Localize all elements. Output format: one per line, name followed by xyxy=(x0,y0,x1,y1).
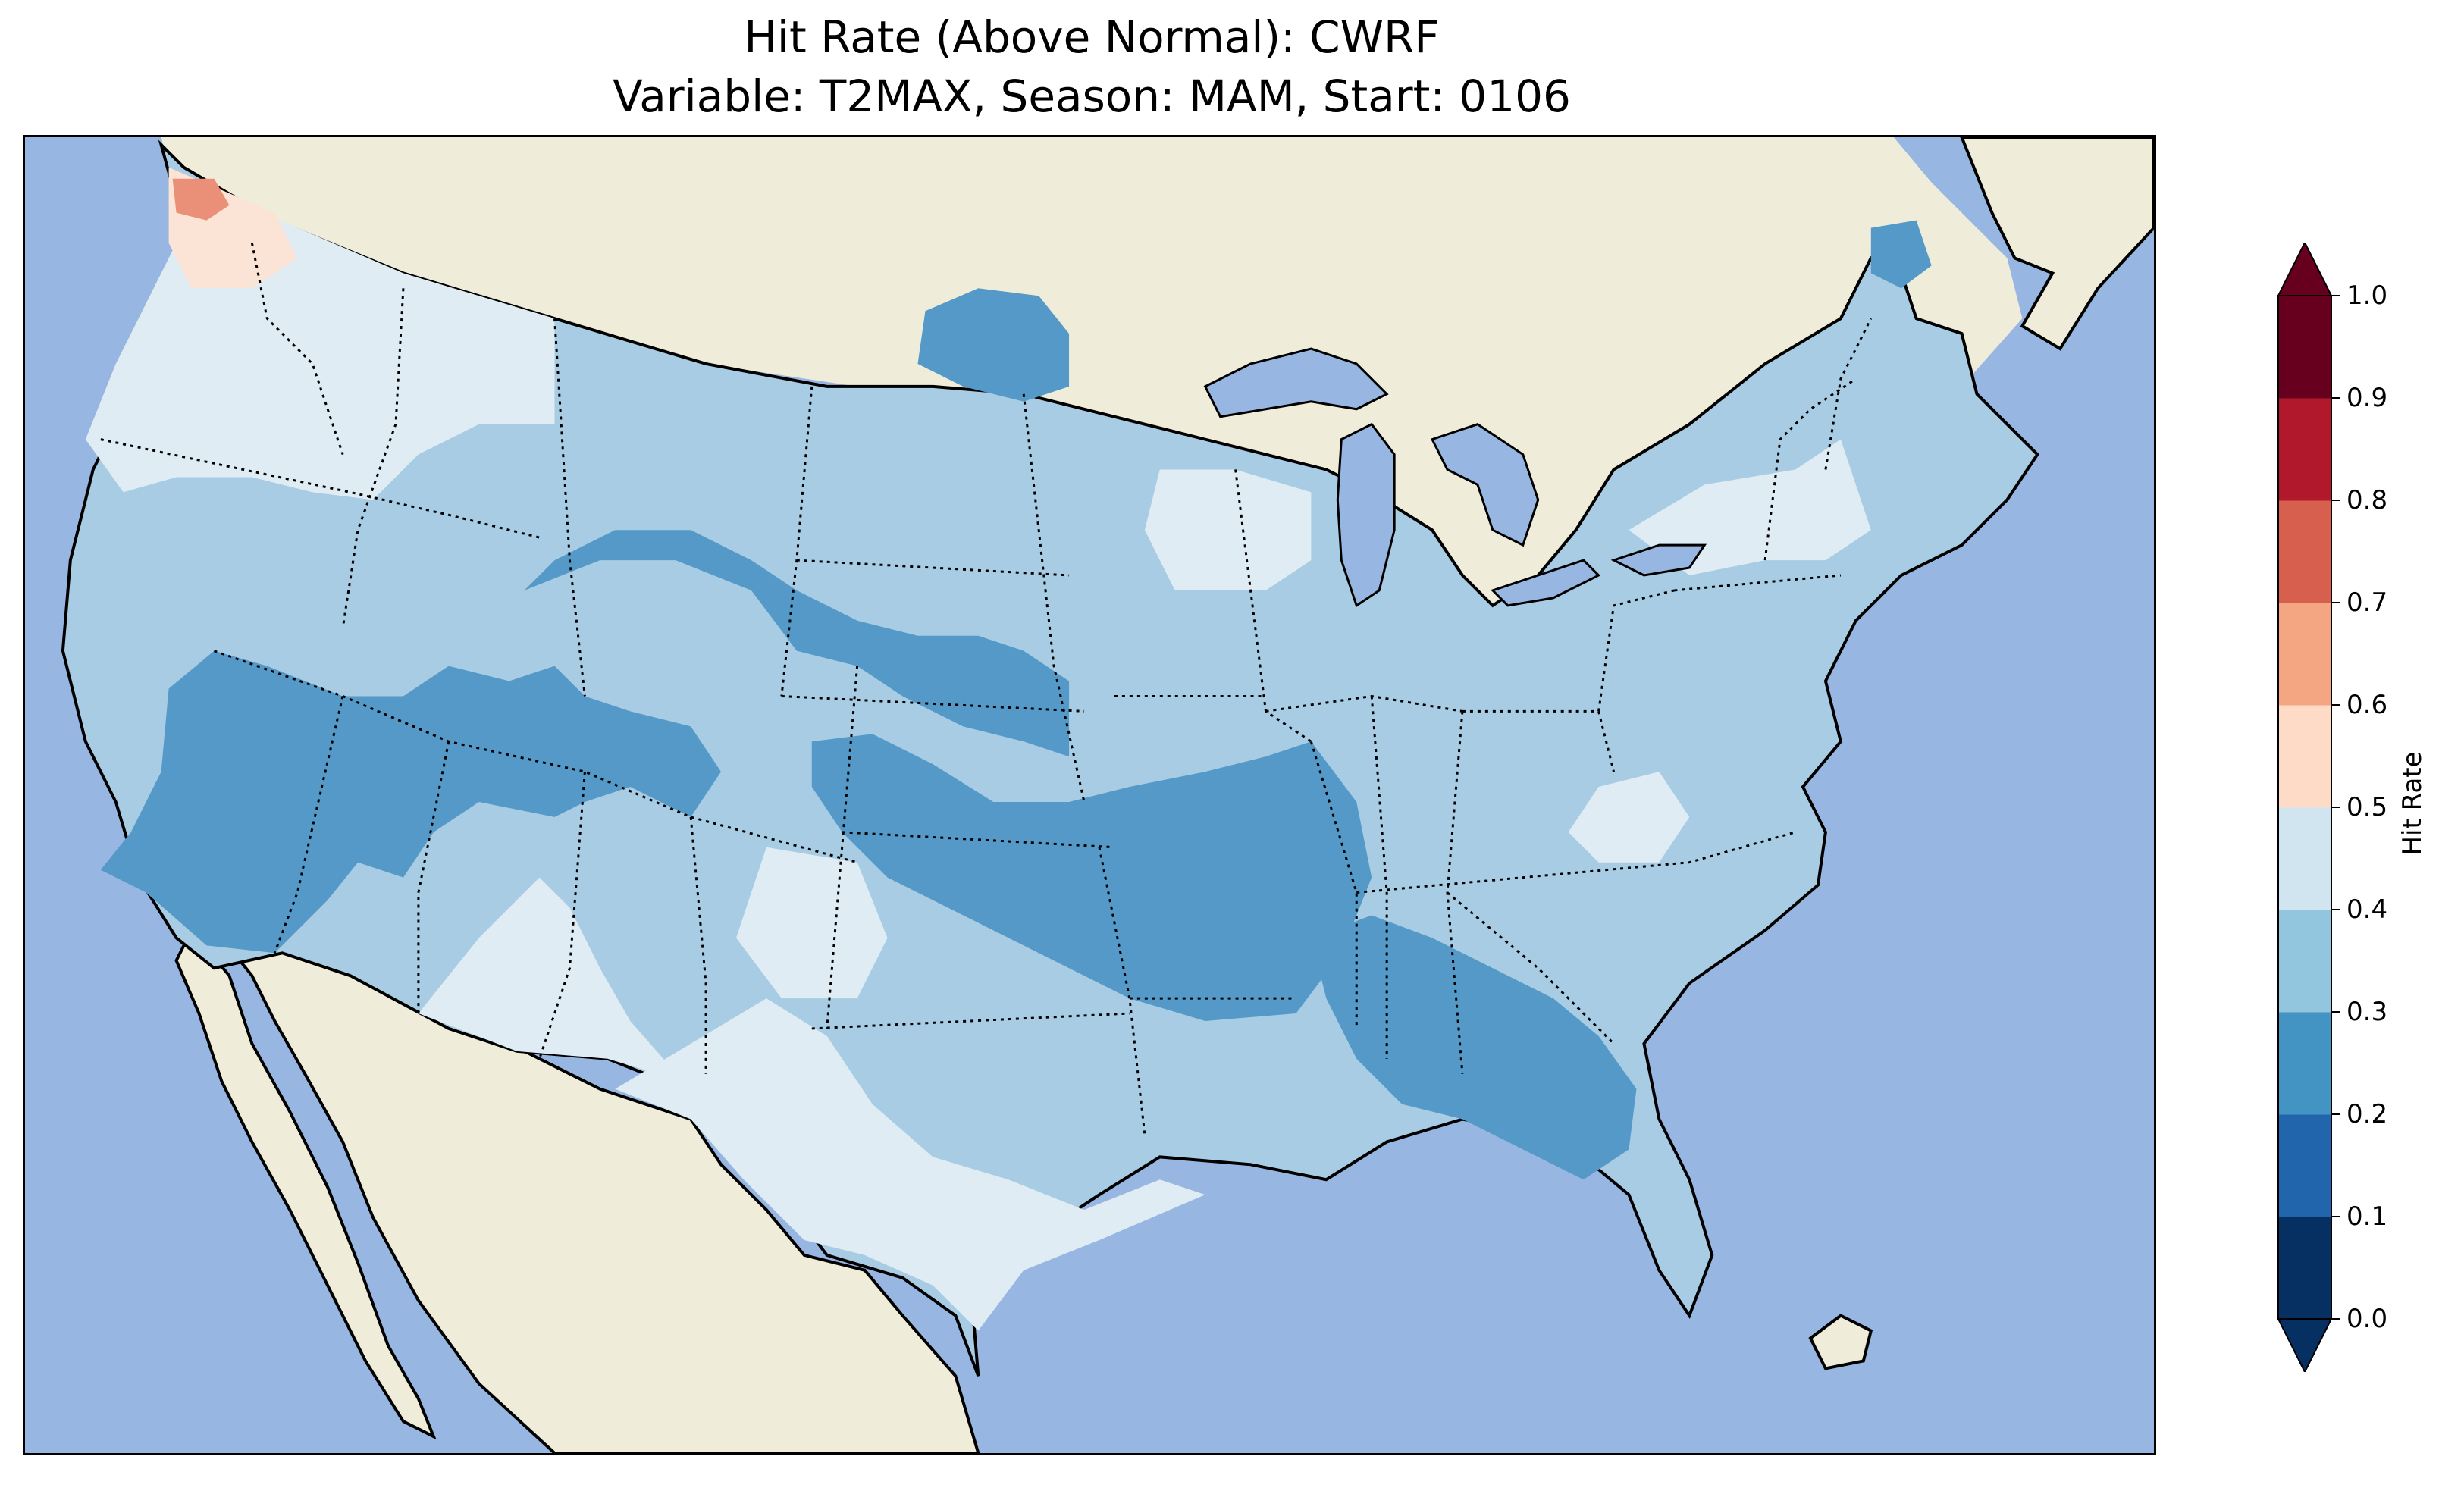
region-pale-appalachia xyxy=(1568,772,1690,863)
colorbar-bin xyxy=(2278,1012,2331,1115)
colorbar-bin xyxy=(2278,603,2331,706)
region-dark-rockies xyxy=(524,530,1070,757)
colorbar-tick-label: 0.6 xyxy=(2346,690,2388,720)
region-dark-southeast xyxy=(1311,915,1637,1180)
colorbar-tick-label: 0.5 xyxy=(2346,792,2388,822)
colorbar-tick-label: 0.9 xyxy=(2346,383,2388,413)
colorbar-bin xyxy=(2278,398,2331,501)
colorbar-bin xyxy=(2278,500,2331,603)
cuba-land xyxy=(1808,1314,1873,1370)
maritime-canada-land xyxy=(1960,137,2154,351)
colorbar-tick-label: 0.4 xyxy=(2346,894,2388,925)
colorbar-bin xyxy=(2278,296,2331,399)
colorbar-bin xyxy=(2278,1114,2331,1217)
lake-huron xyxy=(1430,423,1540,547)
colorbar xyxy=(2259,240,2456,1374)
colorbar-tick-label: 0.8 xyxy=(2346,485,2388,515)
canada-land xyxy=(161,137,2023,621)
colorbar-bin xyxy=(2278,705,2331,808)
state-borders xyxy=(100,243,1873,1135)
colorbar-tick-label: 0.1 xyxy=(2346,1201,2388,1232)
region-pale-nm xyxy=(735,847,888,999)
colorbar-extend-max xyxy=(2277,240,2333,296)
colorbar-bin xyxy=(2278,807,2331,910)
region-dark-dakota xyxy=(917,288,1070,402)
lake-michigan xyxy=(1336,422,1396,608)
region-dark-plains xyxy=(811,734,1372,1021)
map-svg xyxy=(25,137,2154,1453)
map-subtitle: Variable: T2MAX, Season: MAM, Start: 010… xyxy=(613,70,1571,122)
colorbar-bin xyxy=(2278,910,2331,1013)
map-title: Hit Rate (Above Normal): CWRF xyxy=(744,11,1440,63)
baja-land xyxy=(174,927,437,1440)
colorbar-extend-min xyxy=(2277,1318,2333,1374)
region-orange-washington xyxy=(172,178,230,221)
colorbar-tick-label: 0.7 xyxy=(2346,587,2388,618)
colorbar-tick-label: 1.0 xyxy=(2346,280,2388,311)
colorbar-label: Hit Rate xyxy=(2397,751,2428,856)
map-panel xyxy=(23,135,2156,1455)
region-pale-northeast xyxy=(1629,439,1871,576)
lake-superior xyxy=(1203,347,1389,418)
region-pale-great-lakes xyxy=(1144,469,1312,590)
colorbar-svg xyxy=(2277,240,2340,1374)
region-pale-southwest xyxy=(418,877,684,1082)
mexico-land xyxy=(218,935,980,1453)
colorbar-tick-label: 0.2 xyxy=(2346,1099,2388,1129)
region-dark-maine xyxy=(1870,220,1932,289)
colorbar-bin xyxy=(2278,1217,2331,1320)
colorbar-tick-label: 0.3 xyxy=(2346,997,2388,1027)
colorbar-tick-label: 0.0 xyxy=(2346,1304,2388,1334)
region-pale-texas xyxy=(615,998,1205,1331)
region-dark-great-basin xyxy=(100,650,722,954)
lake-erie xyxy=(1491,559,1601,607)
lake-ontario xyxy=(1610,543,1707,577)
